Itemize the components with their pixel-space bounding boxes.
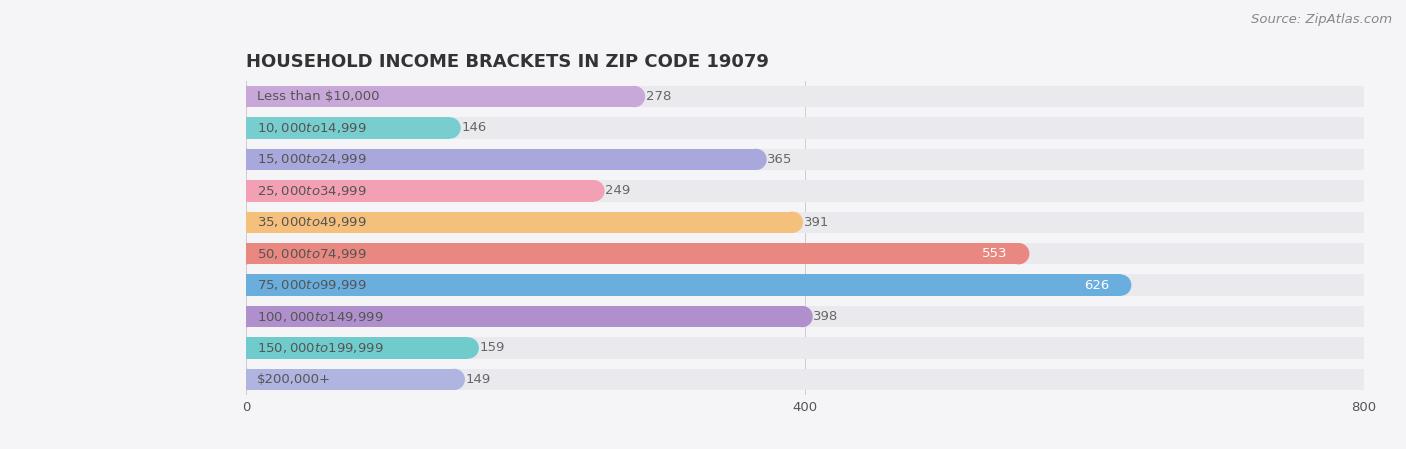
Text: HOUSEHOLD INCOME BRACKETS IN ZIP CODE 19079: HOUSEHOLD INCOME BRACKETS IN ZIP CODE 19… [246, 53, 769, 71]
Ellipse shape [745, 149, 766, 170]
Bar [246, 337, 1364, 359]
Ellipse shape [1008, 243, 1029, 264]
Ellipse shape [1353, 211, 1375, 233]
Text: 626: 626 [1084, 279, 1109, 291]
Bar [246, 243, 1019, 264]
Ellipse shape [235, 180, 257, 202]
Bar [246, 180, 1364, 202]
Ellipse shape [782, 211, 803, 233]
Text: 398: 398 [813, 310, 838, 323]
Ellipse shape [235, 369, 257, 390]
Ellipse shape [443, 369, 465, 390]
Bar [246, 117, 1364, 139]
Ellipse shape [1353, 243, 1375, 264]
Ellipse shape [1353, 149, 1375, 170]
Text: 278: 278 [645, 90, 671, 103]
Ellipse shape [235, 149, 257, 170]
Text: Less than $10,000: Less than $10,000 [257, 90, 380, 103]
Bar [246, 306, 803, 327]
Text: $25,000 to $34,999: $25,000 to $34,999 [257, 184, 367, 198]
Bar [246, 211, 1364, 233]
Ellipse shape [583, 180, 605, 202]
Text: 365: 365 [768, 153, 793, 166]
Text: 146: 146 [461, 122, 486, 134]
Ellipse shape [235, 117, 257, 139]
Bar [246, 149, 1364, 170]
Text: $15,000 to $24,999: $15,000 to $24,999 [257, 152, 367, 167]
Text: $35,000 to $49,999: $35,000 to $49,999 [257, 215, 367, 229]
Bar [246, 180, 593, 202]
Bar [246, 274, 1364, 296]
Bar [246, 149, 756, 170]
Text: $100,000 to $149,999: $100,000 to $149,999 [257, 309, 384, 324]
Text: $10,000 to $14,999: $10,000 to $14,999 [257, 121, 367, 135]
Ellipse shape [439, 117, 461, 139]
Text: 391: 391 [804, 216, 830, 229]
Ellipse shape [1353, 180, 1375, 202]
Ellipse shape [792, 306, 813, 327]
Bar [246, 211, 793, 233]
Bar [246, 369, 454, 390]
Text: $150,000 to $199,999: $150,000 to $199,999 [257, 341, 384, 355]
Ellipse shape [624, 86, 645, 107]
Bar [246, 86, 1364, 107]
Ellipse shape [1353, 86, 1375, 107]
Ellipse shape [235, 274, 257, 296]
Bar [246, 306, 1364, 327]
Ellipse shape [1353, 337, 1375, 359]
Ellipse shape [1109, 274, 1132, 296]
Ellipse shape [235, 211, 257, 233]
Bar [246, 274, 1121, 296]
Ellipse shape [1353, 369, 1375, 390]
Text: $50,000 to $74,999: $50,000 to $74,999 [257, 247, 367, 261]
Ellipse shape [1353, 306, 1375, 327]
Ellipse shape [235, 337, 257, 359]
Bar [246, 117, 450, 139]
Ellipse shape [457, 337, 479, 359]
Bar [246, 337, 468, 359]
Text: 249: 249 [605, 185, 630, 197]
Ellipse shape [235, 86, 257, 107]
Text: 159: 159 [479, 342, 505, 354]
Bar [246, 243, 1364, 264]
Ellipse shape [235, 306, 257, 327]
Text: $75,000 to $99,999: $75,000 to $99,999 [257, 278, 367, 292]
Ellipse shape [1353, 117, 1375, 139]
Ellipse shape [1353, 274, 1375, 296]
Text: Source: ZipAtlas.com: Source: ZipAtlas.com [1251, 13, 1392, 26]
Ellipse shape [235, 243, 257, 264]
Text: 149: 149 [465, 373, 491, 386]
Text: $200,000+: $200,000+ [257, 373, 332, 386]
Text: 553: 553 [981, 247, 1008, 260]
Bar [246, 369, 1364, 390]
Bar [246, 86, 634, 107]
